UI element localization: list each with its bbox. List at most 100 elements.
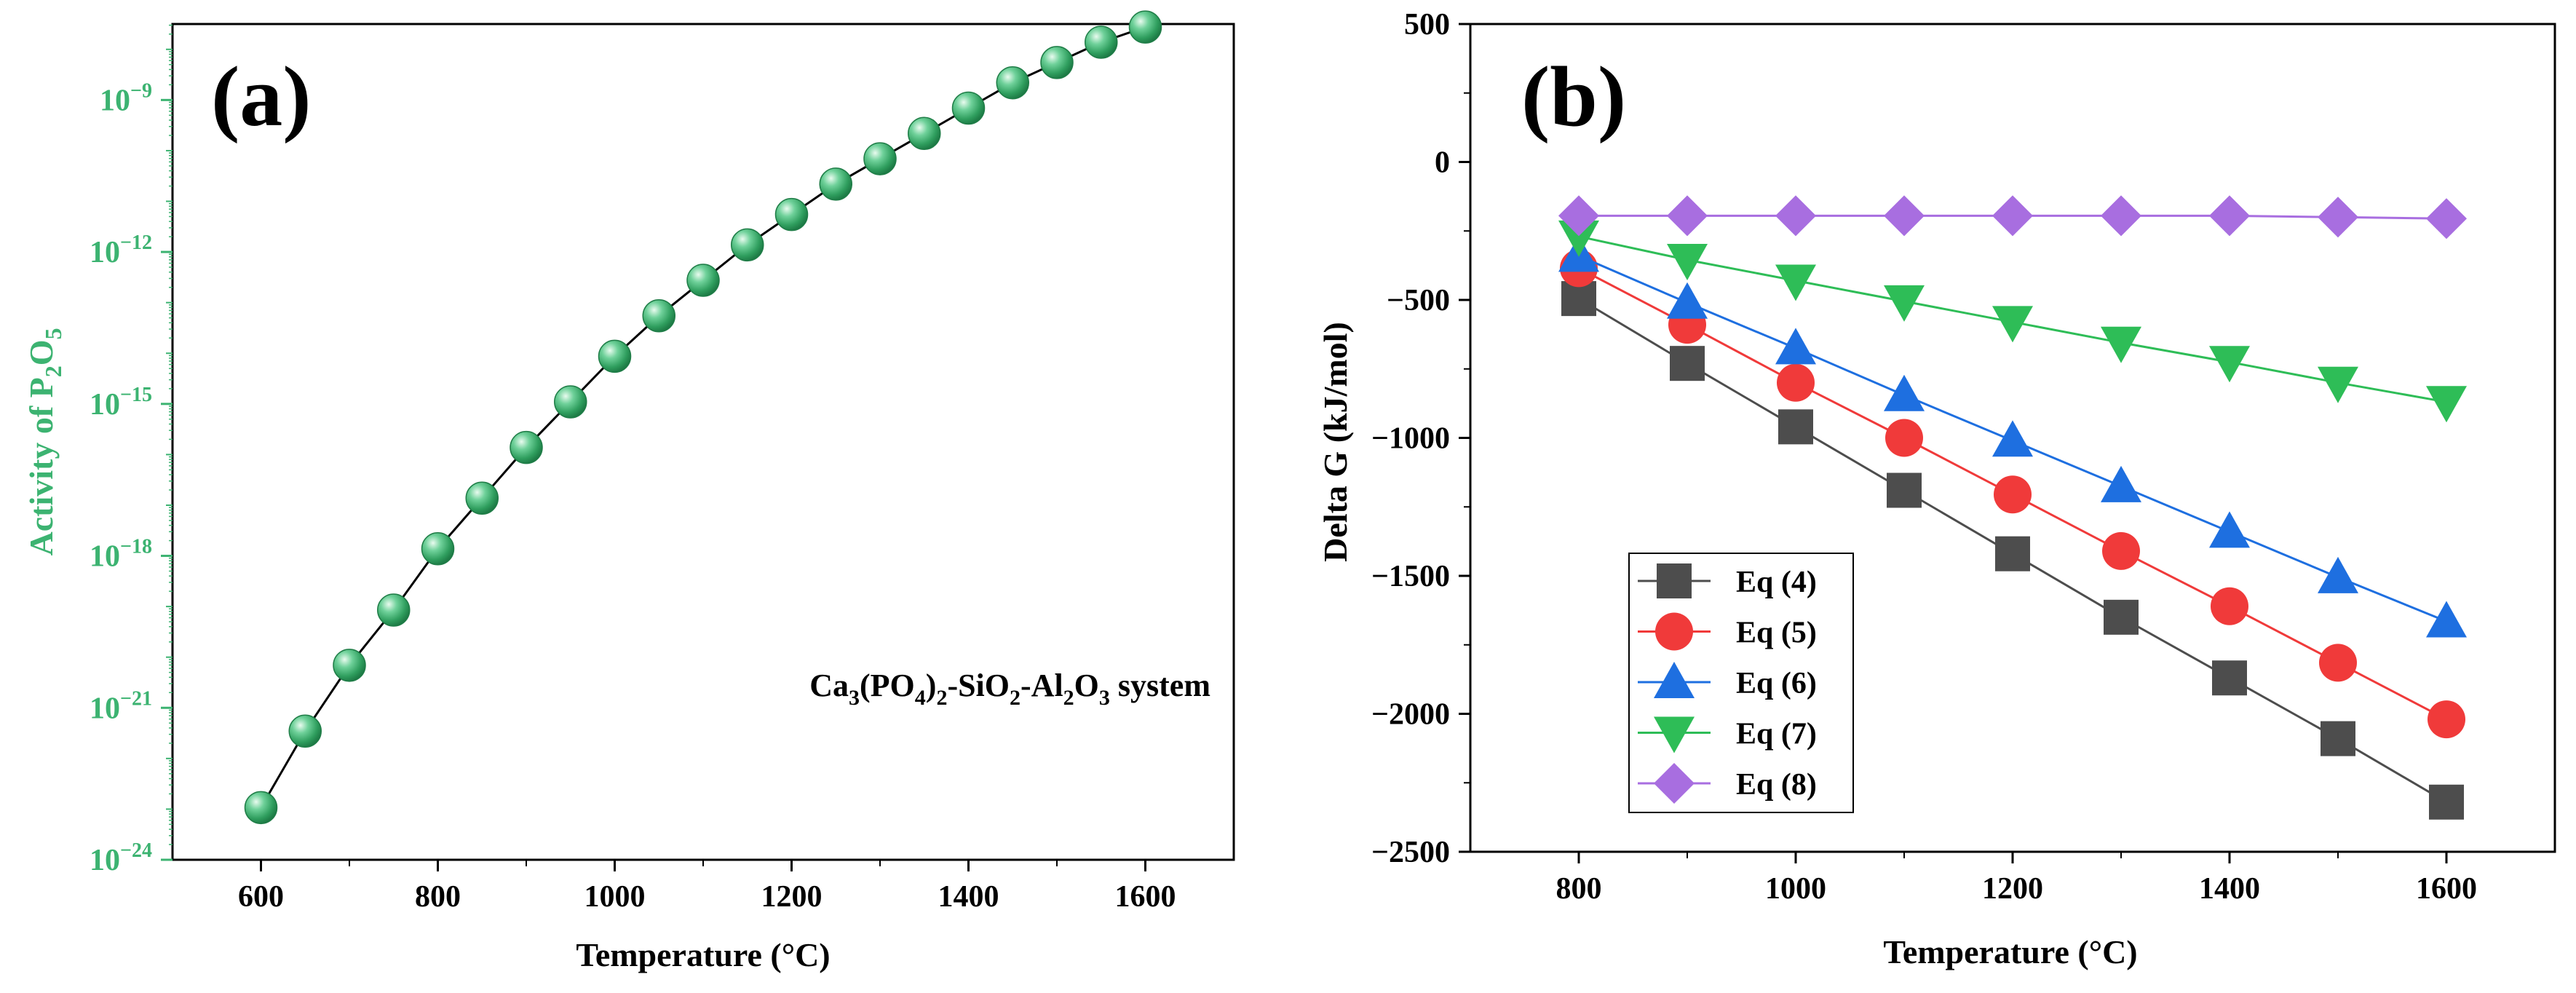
data-point: [2428, 700, 2465, 739]
x-tick-label: 1400: [2199, 872, 2260, 906]
x-tick-label: 800: [1556, 872, 1602, 906]
panel-a-x-axis-title: Temperature (°C): [576, 936, 830, 973]
y-tick-label: 500: [1404, 8, 1450, 41]
data-point: [1558, 220, 1599, 257]
panel-b-y-axis-title: Delta G (kJ/mol): [1317, 322, 1354, 562]
data-point: [2101, 326, 2141, 363]
series-eq-4-: [1561, 281, 2464, 820]
panel-b: 800 1000 1200 1400 1600 500 0 −500 −1000 −1500 −2…: [1317, 8, 2556, 970]
data-point: [1884, 195, 1925, 237]
panel-a: 600 800 1000 1200 1400 1600 10−2410−2110−1810…: [23, 10, 1235, 973]
data-point: [1994, 475, 2032, 514]
y-tick-base: 10: [90, 540, 120, 574]
data-point: [2102, 531, 2140, 570]
y-tick-label: 10−18: [90, 536, 152, 574]
legend-marker: [1654, 716, 1695, 753]
data-point: [554, 385, 587, 419]
panel-a-points: [244, 10, 1162, 825]
legend-label: Eq (4): [1736, 566, 1817, 599]
data-point: [2426, 198, 2467, 240]
data-point: [465, 481, 499, 515]
data-point: [2209, 511, 2250, 548]
data-point: [996, 66, 1029, 100]
data-point: [598, 339, 632, 373]
x-tick-label: 1000: [1765, 872, 1826, 906]
data-point: [333, 649, 366, 682]
data-point: [2318, 556, 2358, 593]
data-point: [1887, 472, 1922, 508]
data-point: [1992, 420, 2033, 457]
legend-item: Eq (5): [1638, 612, 1817, 651]
legend-marker: [1654, 763, 1695, 804]
y-tick-label: −1000: [1371, 422, 1450, 456]
y-tick-label: −2000: [1371, 698, 1450, 732]
data-point: [2426, 601, 2467, 638]
legend-label: Eq (7): [1736, 718, 1817, 751]
data-point: [1667, 282, 1708, 319]
data-point: [1558, 195, 1599, 237]
legend-marker: [1655, 612, 1693, 651]
data-point: [1040, 46, 1074, 79]
data-point: [377, 593, 411, 627]
y-tick-label: 10−12: [90, 232, 152, 269]
data-point: [774, 197, 809, 232]
panel-a-frame: [171, 23, 1235, 861]
data-point: [2211, 587, 2248, 625]
data-point: [2101, 195, 2141, 237]
data-point: [510, 430, 543, 464]
y-tick-base: 10: [90, 844, 120, 877]
data-point: [2212, 660, 2247, 696]
panel-b-ticks: [1459, 23, 2448, 863]
data-point: [2318, 197, 2358, 238]
y-tick-label: 10−15: [90, 384, 152, 422]
data-point: [686, 264, 720, 297]
panel-a-ticks: [161, 24, 1146, 871]
x-tick-label: 1000: [584, 880, 646, 914]
data-point: [908, 116, 941, 151]
legend-item: Eq (7): [1638, 716, 1817, 753]
legend-item: Eq (6): [1638, 662, 1817, 700]
y-tick-exponent: −24: [120, 839, 152, 862]
data-point: [1992, 195, 2033, 237]
panel-a-label: (a): [211, 49, 312, 144]
data-point: [2101, 465, 2141, 502]
data-point: [1995, 536, 2030, 571]
data-point: [1667, 195, 1708, 237]
panel-b-x-axis-title: Temperature (°C): [1883, 933, 2137, 970]
legend-marker: [1657, 563, 1692, 598]
y-tick-base: 10: [90, 236, 120, 269]
data-point: [1992, 306, 2033, 343]
y-tick-label: 0: [1435, 146, 1450, 180]
data-point: [1667, 244, 1708, 281]
x-tick-label: 1600: [1115, 880, 1176, 914]
data-point: [2321, 721, 2355, 756]
data-point: [1775, 264, 1816, 301]
panel-b-y-tick-labels: 500 0 −500 −1000 −1500 −2000 −2500: [1371, 8, 1450, 869]
y-tick-exponent: −12: [120, 232, 152, 254]
data-point: [2104, 599, 2139, 635]
data-point: [731, 228, 764, 262]
data-point: [2319, 644, 2357, 682]
data-point: [951, 91, 986, 125]
panel-a-x-tick-labels: 600 800 1000 1200 1400 1600: [238, 880, 1176, 914]
data-point: [421, 532, 455, 566]
y-tick-label: −500: [1387, 284, 1450, 317]
y-tick-base: 10: [100, 84, 130, 117]
y-tick-exponent: −21: [120, 687, 152, 710]
data-point: [1777, 363, 1815, 402]
data-point: [1085, 25, 1118, 59]
y-tick-exponent: −9: [130, 79, 152, 102]
data-point: [1778, 409, 1813, 445]
legend-label: Eq (8): [1736, 768, 1817, 802]
data-point: [244, 791, 278, 825]
x-tick-label: 600: [238, 880, 284, 914]
panel-a-annotation: Ca3(PO4)2-SiO2-Al2O3 system: [809, 668, 1210, 710]
data-point: [642, 299, 675, 333]
series-eq-7-: [1558, 220, 2467, 423]
y-tick-label: −1500: [1371, 560, 1450, 593]
data-point: [2426, 386, 2467, 423]
panel-b-label: (b): [1521, 49, 1626, 144]
data-point: [1775, 328, 1816, 365]
x-tick-label: 1600: [2416, 872, 2477, 906]
data-point: [1884, 374, 1925, 411]
